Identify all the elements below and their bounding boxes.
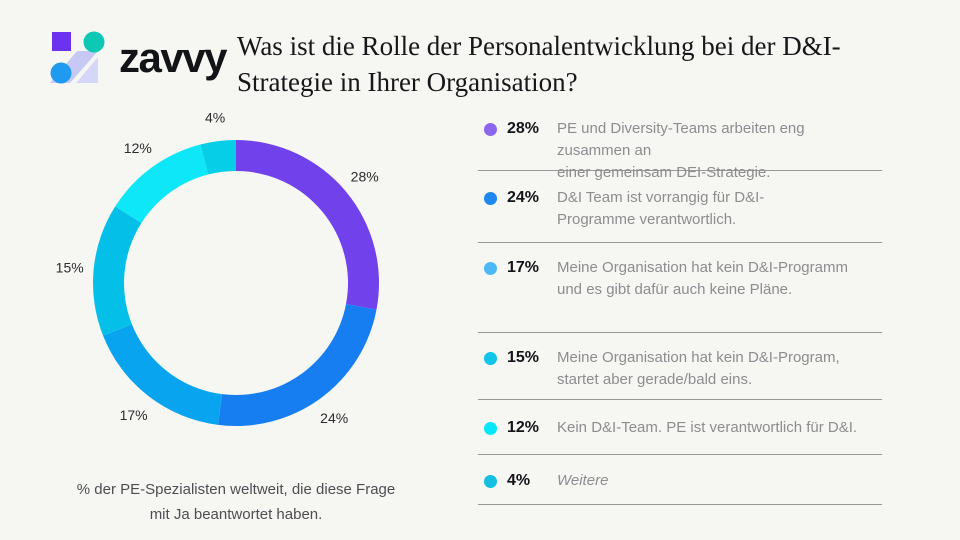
donut-slice xyxy=(103,324,222,425)
legend-label: Meine Organisation hat kein D&I-Program,… xyxy=(557,349,840,388)
donut-slice-label: 15% xyxy=(56,259,84,275)
legend-dot xyxy=(484,352,497,365)
donut-slice xyxy=(92,206,142,336)
logo-blue-circle xyxy=(50,62,72,84)
donut-slice-label: 12% xyxy=(124,140,152,156)
legend-item: 15% Meine Organisation hat kein D&I-Prog… xyxy=(478,347,882,400)
zavvy-logo-icon xyxy=(50,31,105,84)
legend-label: Kein D&I-Team. PE ist verantwortlich für… xyxy=(557,419,858,436)
chart-note-line2: mit Ja beantwortet haben. xyxy=(149,506,323,523)
chart-note: % der PE-Spezialisten weltweit, die dies… xyxy=(36,477,436,527)
legend-percent: 28% xyxy=(507,120,540,137)
donut-slice xyxy=(115,144,209,223)
chart-note-line1: % der PE-Spezialisten weltweit, die dies… xyxy=(76,481,396,498)
logo-teal-circle xyxy=(83,31,105,53)
donut-slice xyxy=(218,303,377,426)
legend-dot xyxy=(484,262,497,275)
page-title-line1: Was ist die Rolle der Personalentwicklun… xyxy=(237,31,841,61)
legend-dot xyxy=(484,422,497,435)
legend-percent: 24% xyxy=(507,189,540,206)
legend-dot xyxy=(484,123,497,136)
page-title: Was ist die Rolle der Personalentwicklun… xyxy=(237,28,947,100)
donut-slice-label: 4% xyxy=(205,109,225,125)
donut-chart: 28% 24% 17% 15% 12% 4% xyxy=(56,109,380,426)
donut-slice-label: 28% xyxy=(351,169,379,185)
donut-slice xyxy=(200,140,236,175)
logo-z-triangle xyxy=(76,57,98,83)
legend-item: 4% Weitere xyxy=(478,470,882,505)
legend-label: PE und Diversity-Teams arbeiten eng zusa… xyxy=(557,120,805,181)
page-title-line2: Strategie in Ihrer Organisation? xyxy=(237,67,578,97)
legend-item: 17% Meine Organisation hat kein D&I-Prog… xyxy=(478,257,882,333)
header-logo: zavvy xyxy=(50,30,227,86)
legend-dot xyxy=(484,192,497,205)
legend-label: Weitere xyxy=(557,472,609,489)
legend-percent: 15% xyxy=(507,349,540,366)
chart-legend: 28% PE und Diversity-Teams arbeiten eng … xyxy=(478,0,882,540)
legend-item: 12% Kein D&I-Team. PE ist verantwortlich… xyxy=(478,417,882,455)
legend-percent: 4% xyxy=(507,472,531,489)
legend-item: 24% D&I Team ist vorrangig für D&I- Progr… xyxy=(478,187,882,243)
donut-slice-label: 24% xyxy=(320,410,348,426)
legend-label: Meine Organisation hat kein D&I-Programm… xyxy=(557,259,848,298)
legend-label: D&I Team ist vorrangig für D&I- Programme… xyxy=(557,189,765,228)
logo-square xyxy=(52,32,71,51)
donut-slice xyxy=(236,140,380,310)
legend-dot xyxy=(484,475,497,488)
legend-item: 28% PE und Diversity-Teams arbeiten eng … xyxy=(478,118,882,181)
legend-percent: 17% xyxy=(507,259,540,276)
logo-wordmark: zavvy xyxy=(119,34,227,81)
donut-slice-label: 17% xyxy=(120,407,148,423)
legend-percent: 12% xyxy=(507,419,540,436)
